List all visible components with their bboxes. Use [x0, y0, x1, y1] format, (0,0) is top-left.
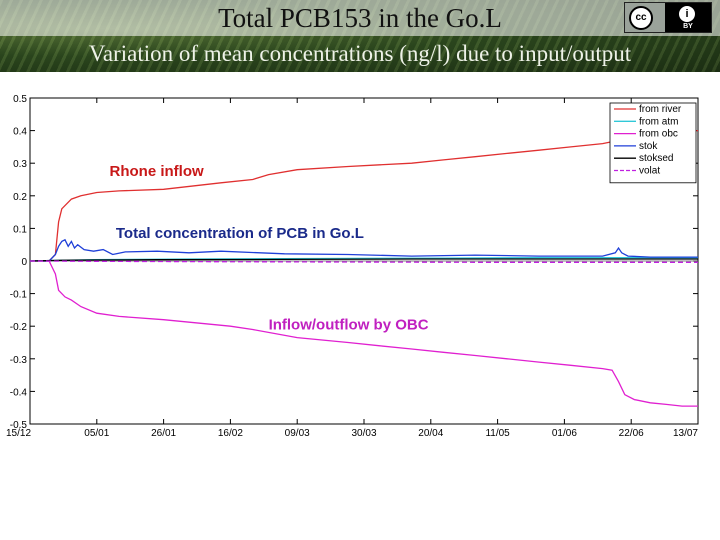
page-title: Total PCB153 in the Go.L [218, 3, 502, 33]
x-tick-label: 26/01 [151, 428, 176, 439]
x-tick-label: 13/07 [673, 428, 698, 439]
x-tick-label: 09/03 [285, 428, 310, 439]
cc-icon: cc [629, 6, 653, 30]
series-line-from-obc [30, 260, 698, 407]
series-line-volat [29, 260, 698, 263]
y-tick-label: -0.5 [10, 420, 28, 431]
y-tick-label: -0.3 [10, 355, 28, 366]
series-line-stok [30, 238, 698, 262]
y-axis: 0.5 0.4 0.3 0.2 0.1 0 -0.1 -0.2 -0.3 -0.4 -0.5 [10, 94, 698, 431]
chart-annotation: Total concentration of PCB in Go.L [116, 225, 364, 242]
x-tick-label: 01/06 [552, 428, 577, 439]
y-tick-label: 0.1 [13, 224, 27, 235]
legend-label: from obc [639, 129, 678, 140]
legend-label: volat [639, 166, 660, 177]
x-axis: 15/12 05/01 26/01 16/02 09/03 30/03 20/04 11/05… [6, 98, 699, 439]
y-tick-label: 0 [21, 257, 27, 268]
series-line-stoksed [29, 258, 698, 262]
y-tick-label: 0.3 [13, 159, 27, 170]
y-tick-label: -0.1 [10, 290, 28, 301]
x-tick-label: 30/03 [351, 428, 376, 439]
license-badge[interactable]: cc i BY [624, 2, 712, 33]
x-tick-label: 05/01 [84, 428, 109, 439]
y-tick-label: 0.2 [13, 192, 27, 203]
x-tick-label: 11/05 [485, 428, 510, 439]
annotations: Rhone inflow Total concentration of PCB i… [110, 163, 429, 333]
chart-annotation: Rhone inflow [110, 163, 204, 180]
header-banner: Total PCB153 in the Go.L Variation of me… [0, 0, 720, 72]
x-tick-label: 20/04 [418, 428, 443, 439]
y-tick-label: -0.2 [10, 322, 28, 333]
chart-annotation: Inflow/outflow by OBC [269, 316, 429, 333]
legend-label: from river [639, 104, 682, 115]
y-tick-label: 0.5 [13, 94, 27, 105]
legend-label: stoksed [639, 153, 673, 164]
legend-label: from atm [639, 116, 678, 127]
x-tick-label: 16/02 [218, 428, 243, 439]
attribution-icon: i [678, 5, 696, 23]
legend-box [609, 102, 697, 184]
by-label: BY [683, 23, 693, 30]
y-tick-label: -0.4 [10, 387, 28, 398]
x-tick-label: 22/06 [619, 428, 644, 439]
line-chart: 0.5 0.4 0.3 0.2 0.1 0 -0.1 -0.2 -0.3 -0.4 -0.5 15/… [6, 94, 699, 439]
x-tick-label: 15/12 [6, 428, 31, 439]
page-subtitle: Variation of mean concentrations (ng/l) … [88, 41, 632, 66]
y-tick-label: 0.4 [13, 127, 27, 138]
legend-label: stok [639, 141, 658, 152]
